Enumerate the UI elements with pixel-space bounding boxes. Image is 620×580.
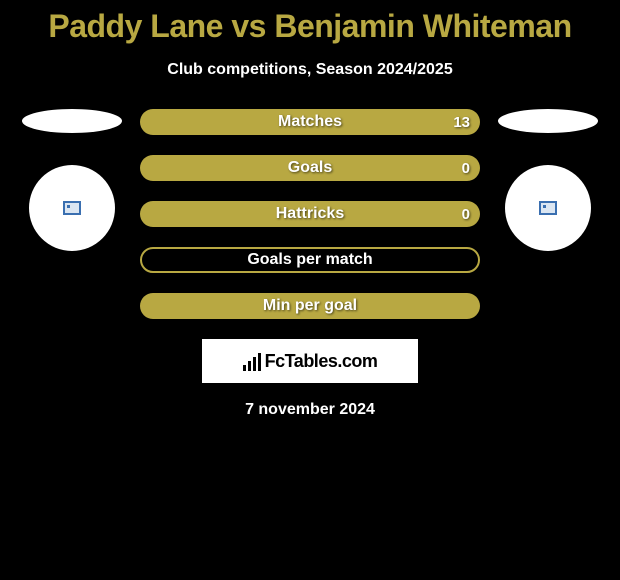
bar-label: Goals [288, 159, 332, 177]
page-title: Paddy Lane vs Benjamin Whiteman [0, 0, 620, 45]
player-left-name-placeholder [22, 109, 122, 133]
bar-min-per-goal: Min per goal [140, 293, 480, 319]
comparison-row: Matches 13 Goals 0 Hattricks 0 Goals per… [0, 109, 620, 319]
brand-badge: FcTables.com [202, 339, 418, 383]
subtitle: Club competitions, Season 2024/2025 [0, 61, 620, 79]
brand-text: FcTables.com [265, 351, 378, 372]
bar-hattricks: Hattricks 0 [140, 201, 480, 227]
bar-goals-per-match: Goals per match [140, 247, 480, 273]
player-right-avatar [505, 165, 591, 251]
placeholder-icon [63, 201, 81, 215]
player-right-col [498, 109, 598, 251]
bar-goals: Goals 0 [140, 155, 480, 181]
bar-label: Goals per match [247, 251, 372, 269]
bar-label: Matches [278, 113, 342, 131]
player-left-col [22, 109, 122, 251]
placeholder-icon [539, 201, 557, 215]
brand-chart-icon [243, 351, 261, 371]
bar-matches: Matches 13 [140, 109, 480, 135]
player-right-name-placeholder [498, 109, 598, 133]
bar-value-right: 0 [462, 160, 470, 177]
stat-bars: Matches 13 Goals 0 Hattricks 0 Goals per… [140, 109, 480, 319]
date-label: 7 november 2024 [0, 401, 620, 419]
bar-label: Hattricks [276, 205, 344, 223]
bar-value-right: 13 [453, 114, 470, 131]
bar-value-right: 0 [462, 206, 470, 223]
player-left-avatar [29, 165, 115, 251]
bar-label: Min per goal [263, 297, 357, 315]
